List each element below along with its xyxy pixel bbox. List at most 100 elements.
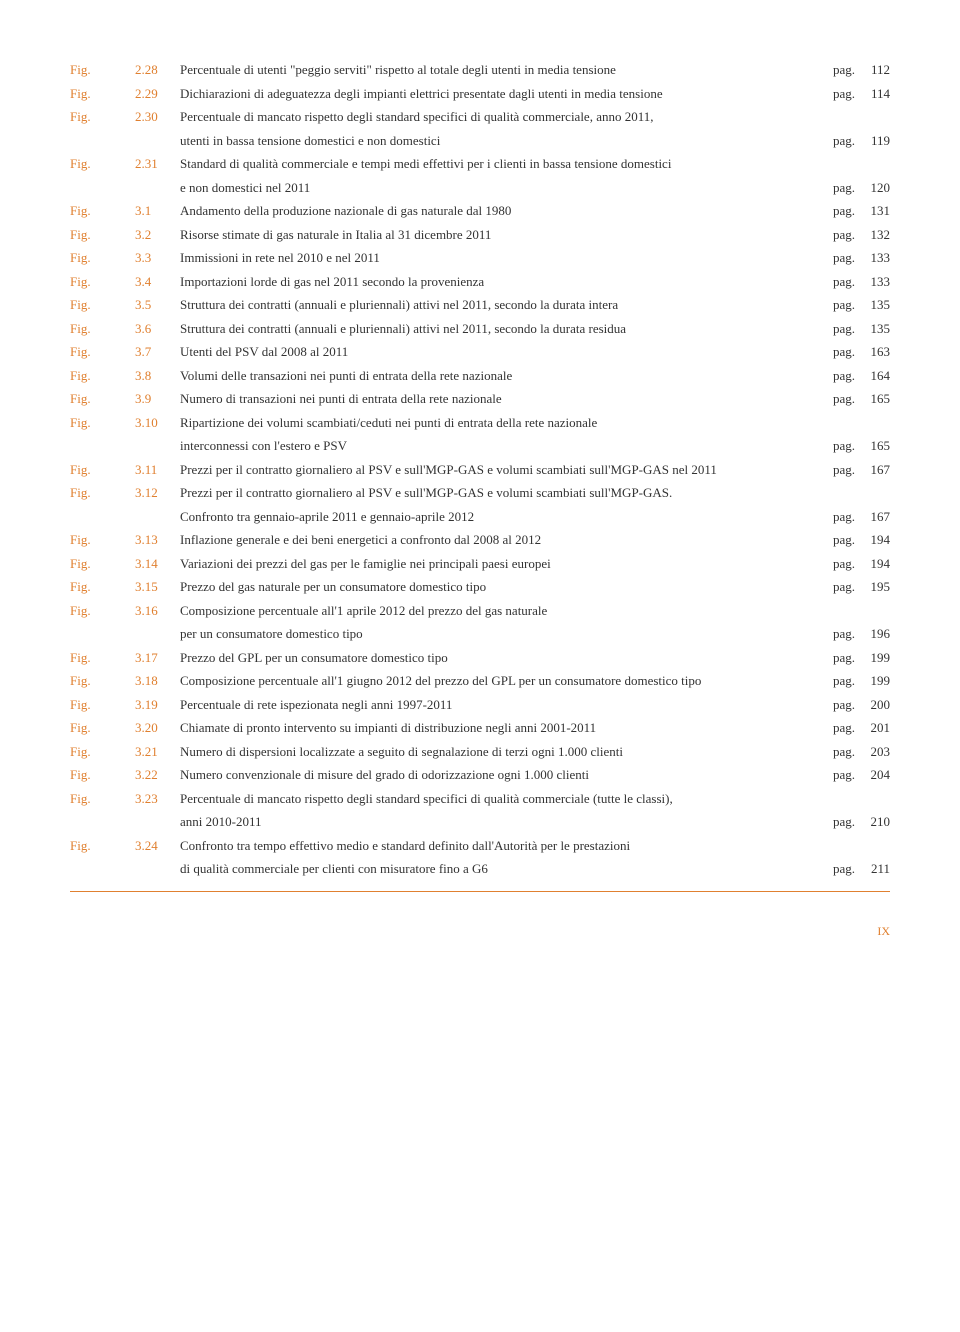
toc-entry: Fig.3.3Immissioni in rete nel 2010 e nel… <box>70 248 890 268</box>
toc-entry: Fig.2.31Standard di qualità commerciale … <box>70 154 890 174</box>
toc-entry-continuation: interconnessi con l'estero e PSVpag.165 <box>70 436 890 456</box>
page-number: 120 <box>855 178 890 198</box>
page-label: pag. <box>820 366 855 386</box>
page-number: 163 <box>855 342 890 362</box>
entry-description: Variazioni dei prezzi del gas per le fam… <box>180 554 820 574</box>
figure-label: Fig. <box>70 765 135 785</box>
page-label: pag. <box>820 225 855 245</box>
figure-number: 3.8 <box>135 366 180 386</box>
page-label: pag. <box>820 765 855 785</box>
page-label: pag. <box>820 530 855 550</box>
toc-entry-continuation: anni 2010-2011pag.210 <box>70 812 890 832</box>
page-label: pag. <box>820 319 855 339</box>
page-number: 119 <box>855 131 890 151</box>
figure-label: Fig. <box>70 648 135 668</box>
page-label: pag. <box>820 60 855 80</box>
page-number: 135 <box>855 295 890 315</box>
entry-description: Prezzi per il contratto giornaliero al P… <box>180 483 820 503</box>
figure-label: Fig. <box>70 60 135 80</box>
page-number: 211 <box>855 859 890 879</box>
figure-number: 3.6 <box>135 319 180 339</box>
figure-label: Fig. <box>70 742 135 762</box>
page-label: pag. <box>820 201 855 221</box>
figure-label: Fig. <box>70 272 135 292</box>
figure-label: Fig. <box>70 789 135 809</box>
figure-number: 3.9 <box>135 389 180 409</box>
figure-number: 3.13 <box>135 530 180 550</box>
entry-description: Percentuale di mancato rispetto degli st… <box>180 789 820 809</box>
page-number: 204 <box>855 765 890 785</box>
toc-entry: Fig.3.9Numero di transazioni nei punti d… <box>70 389 890 409</box>
entry-description: Numero di transazioni nei punti di entra… <box>180 389 820 409</box>
figure-number: 3.3 <box>135 248 180 268</box>
toc-entry: Fig.3.8Volumi delle transazioni nei punt… <box>70 366 890 386</box>
toc-entry-continuation: per un consumatore domestico tipopag.196 <box>70 624 890 644</box>
footer-rule <box>70 891 890 892</box>
entry-description: Struttura dei contratti (annuali e pluri… <box>180 295 820 315</box>
entry-description: e non domestici nel 2011 <box>180 178 820 198</box>
figure-label: Fig. <box>70 718 135 738</box>
entry-description: Prezzo del gas naturale per un consumato… <box>180 577 820 597</box>
entry-description: Prezzi per il contratto giornaliero al P… <box>180 460 820 480</box>
figure-label: Fig. <box>70 671 135 691</box>
toc-entry: Fig.3.1Andamento della produzione nazion… <box>70 201 890 221</box>
page-label: pag. <box>820 84 855 104</box>
page-label: pag. <box>820 577 855 597</box>
figure-number: 3.18 <box>135 671 180 691</box>
figure-label: Fig. <box>70 84 135 104</box>
figure-number: 3.14 <box>135 554 180 574</box>
page-number: 167 <box>855 460 890 480</box>
figure-label: Fig. <box>70 836 135 856</box>
toc-entry: Fig.3.15Prezzo del gas naturale per un c… <box>70 577 890 597</box>
figure-number: 3.24 <box>135 836 180 856</box>
page-number: 133 <box>855 272 890 292</box>
entry-description: Utenti del PSV dal 2008 al 2011 <box>180 342 820 362</box>
entry-description: Risorse stimate di gas naturale in Itali… <box>180 225 820 245</box>
entry-description: Inflazione generale e dei beni energetic… <box>180 530 820 550</box>
page-number: 167 <box>855 507 890 527</box>
page-number: 133 <box>855 248 890 268</box>
figure-label: Fig. <box>70 554 135 574</box>
page-label: pag. <box>820 436 855 456</box>
page-number: 131 <box>855 201 890 221</box>
figure-number: 3.7 <box>135 342 180 362</box>
figure-label: Fig. <box>70 530 135 550</box>
entry-description: Confronto tra tempo effettivo medio e st… <box>180 836 820 856</box>
page-number: 210 <box>855 812 890 832</box>
figure-number: 3.23 <box>135 789 180 809</box>
toc-entry-continuation: di qualità commerciale per clienti con m… <box>70 859 890 879</box>
toc-entry-continuation: e non domestici nel 2011pag.120 <box>70 178 890 198</box>
figure-number: 2.31 <box>135 154 180 174</box>
entry-description: Numero di dispersioni localizzate a segu… <box>180 742 820 762</box>
entry-description: Percentuale di mancato rispetto degli st… <box>180 107 820 127</box>
page-label: pag. <box>820 272 855 292</box>
figure-number: 3.10 <box>135 413 180 433</box>
entry-description: utenti in bassa tensione domestici e non… <box>180 131 820 151</box>
figure-label: Fig. <box>70 342 135 362</box>
page-label: pag. <box>820 624 855 644</box>
figure-number: 3.4 <box>135 272 180 292</box>
page-number: 201 <box>855 718 890 738</box>
figure-number: 3.17 <box>135 648 180 668</box>
toc-entry: Fig.3.12Prezzi per il contratto giornali… <box>70 483 890 503</box>
figure-label: Fig. <box>70 601 135 621</box>
figure-label: Fig. <box>70 389 135 409</box>
entry-description: Prezzo del GPL per un consumatore domest… <box>180 648 820 668</box>
figure-number: 3.2 <box>135 225 180 245</box>
figure-number: 3.20 <box>135 718 180 738</box>
entry-description: Confronto tra gennaio-aprile 2011 e genn… <box>180 507 820 527</box>
figure-label: Fig. <box>70 319 135 339</box>
toc-entry: Fig.3.5Struttura dei contratti (annuali … <box>70 295 890 315</box>
page-number: 194 <box>855 554 890 574</box>
page-number: 164 <box>855 366 890 386</box>
page-label: pag. <box>820 248 855 268</box>
page-number: 199 <box>855 648 890 668</box>
page-label: pag. <box>820 742 855 762</box>
toc-entry: Fig.3.19Percentuale di rete ispezionata … <box>70 695 890 715</box>
figure-number: 3.21 <box>135 742 180 762</box>
figure-number: 2.28 <box>135 60 180 80</box>
figure-label: Fig. <box>70 695 135 715</box>
figure-number: 2.30 <box>135 107 180 127</box>
entry-description: Volumi delle transazioni nei punti di en… <box>180 366 820 386</box>
toc-entry: Fig.3.7Utenti del PSV dal 2008 al 2011pa… <box>70 342 890 362</box>
